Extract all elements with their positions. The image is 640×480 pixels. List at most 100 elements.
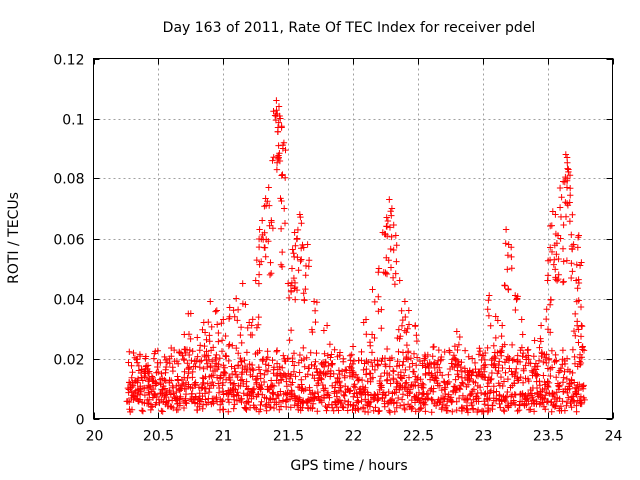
data-point (530, 353, 537, 360)
data-point (466, 392, 474, 399)
data-point (299, 404, 306, 412)
data-point (476, 345, 483, 352)
data-point (428, 409, 435, 416)
data-point (502, 226, 510, 233)
data-point (374, 397, 381, 404)
data-point (259, 357, 266, 365)
data-point (210, 371, 217, 379)
data-point (395, 394, 402, 402)
x-tick-label: 21.5 (273, 429, 304, 445)
data-point (285, 294, 293, 302)
data-point (529, 369, 536, 376)
data-point (429, 353, 436, 360)
data-point (233, 397, 241, 404)
data-point (461, 347, 469, 354)
data-point (574, 244, 581, 251)
data-point (189, 385, 196, 392)
data-point (548, 222, 555, 229)
data-point (159, 386, 167, 394)
data-point (542, 354, 549, 361)
data-point (508, 341, 516, 349)
data-point (547, 372, 554, 380)
data-point (504, 266, 511, 273)
data-point (149, 385, 157, 393)
data-point (577, 303, 585, 311)
data-point (568, 231, 575, 238)
data-point (505, 286, 512, 293)
data-point (269, 225, 277, 232)
data-point (239, 280, 246, 287)
data-point (470, 386, 478, 393)
data-point (552, 211, 559, 218)
data-point (253, 324, 261, 331)
data-point (163, 389, 171, 396)
data-point (378, 358, 385, 365)
data-point (491, 349, 499, 356)
data-point (308, 326, 316, 333)
data-point (289, 379, 296, 386)
data-point (231, 313, 238, 320)
data-point (342, 366, 349, 373)
data-point (412, 408, 419, 415)
data-point (192, 394, 199, 401)
data-point (255, 280, 263, 287)
data-point (313, 299, 321, 306)
data-point (205, 388, 213, 396)
data-point (265, 184, 272, 191)
y-tick-label: 0.06 (53, 233, 84, 249)
data-point (386, 196, 393, 203)
data-point (555, 275, 562, 283)
data-point (298, 245, 305, 252)
data-point (451, 343, 459, 350)
data-point (547, 244, 554, 251)
data-point (385, 407, 393, 414)
data-point (404, 325, 411, 332)
data-point (566, 199, 573, 206)
data-point (573, 408, 580, 415)
data-point (191, 357, 199, 364)
data-point (492, 355, 499, 362)
data-point (321, 350, 328, 357)
data-point (252, 277, 259, 284)
data-point (248, 322, 255, 329)
data-point (480, 352, 487, 359)
data-point (487, 322, 494, 329)
data-point (502, 369, 509, 376)
data-point (318, 360, 325, 367)
data-point (230, 380, 238, 387)
data-point (275, 399, 283, 406)
data-point (555, 255, 562, 263)
data-point (369, 374, 376, 381)
data-point (189, 368, 196, 376)
data-point (559, 398, 566, 405)
data-point (384, 400, 392, 407)
data-point (413, 362, 420, 369)
data-point (378, 325, 385, 332)
data-point (387, 245, 394, 253)
data-point (375, 308, 382, 315)
data-point (349, 373, 356, 380)
data-point (288, 279, 296, 286)
data-point (212, 308, 219, 315)
data-point (552, 266, 559, 273)
data-point (273, 97, 280, 104)
data-point (213, 351, 220, 359)
data-point (262, 361, 269, 368)
data-point (253, 380, 260, 388)
data-point (269, 390, 276, 397)
data-point (530, 396, 537, 404)
data-point (231, 365, 238, 372)
data-point (267, 403, 274, 411)
data-point (194, 406, 201, 414)
data-point (141, 391, 149, 399)
data-point (548, 408, 555, 415)
data-point (368, 349, 376, 356)
data-point (163, 359, 171, 366)
data-point (544, 382, 551, 390)
y-tick-label: 0 (76, 413, 85, 429)
data-point (573, 298, 580, 305)
data-point (312, 358, 319, 365)
data-point (278, 172, 285, 179)
data-point (448, 360, 455, 367)
data-point (232, 368, 239, 375)
